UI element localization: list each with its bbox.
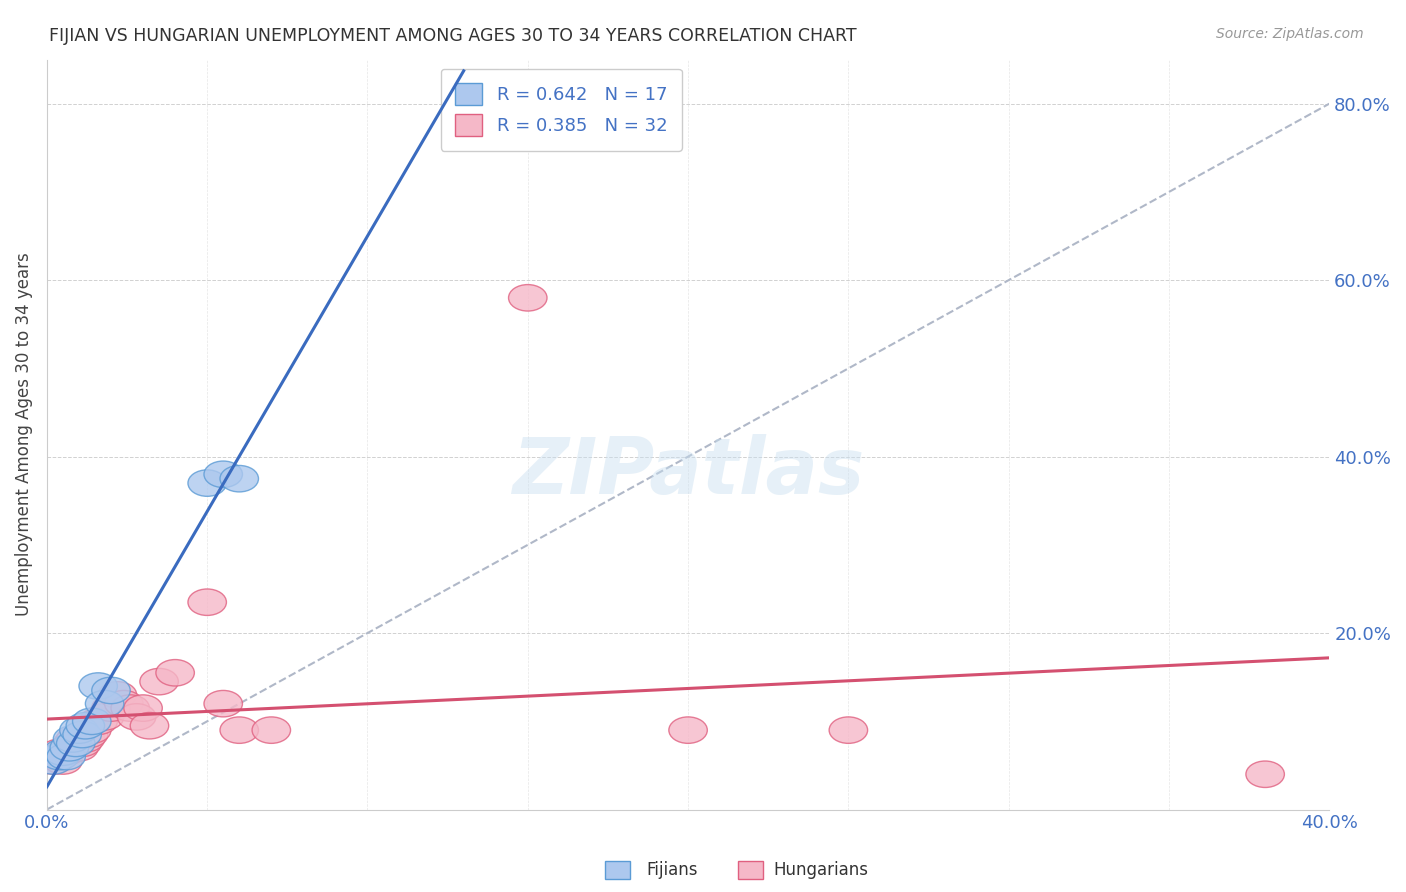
- Ellipse shape: [63, 722, 101, 747]
- Ellipse shape: [73, 708, 111, 734]
- Ellipse shape: [830, 717, 868, 743]
- Ellipse shape: [53, 731, 91, 756]
- Ellipse shape: [669, 717, 707, 743]
- Y-axis label: Unemployment Among Ages 30 to 34 years: Unemployment Among Ages 30 to 34 years: [15, 252, 32, 616]
- Ellipse shape: [139, 668, 179, 695]
- Ellipse shape: [56, 731, 96, 756]
- Ellipse shape: [124, 695, 162, 722]
- Ellipse shape: [46, 743, 86, 770]
- Ellipse shape: [73, 717, 111, 743]
- Ellipse shape: [79, 673, 118, 699]
- Ellipse shape: [56, 726, 96, 752]
- Ellipse shape: [66, 726, 104, 752]
- Text: Hungarians: Hungarians: [773, 861, 869, 879]
- Text: FIJIAN VS HUNGARIAN UNEMPLOYMENT AMONG AGES 30 TO 34 YEARS CORRELATION CHART: FIJIAN VS HUNGARIAN UNEMPLOYMENT AMONG A…: [49, 27, 856, 45]
- Text: Source: ZipAtlas.com: Source: ZipAtlas.com: [1216, 27, 1364, 41]
- Ellipse shape: [34, 747, 73, 774]
- Ellipse shape: [1246, 761, 1284, 788]
- Ellipse shape: [53, 726, 91, 752]
- Ellipse shape: [66, 713, 104, 739]
- Ellipse shape: [41, 739, 79, 765]
- Ellipse shape: [204, 690, 242, 717]
- Text: ZIPatlas: ZIPatlas: [512, 434, 865, 510]
- Ellipse shape: [188, 470, 226, 496]
- Ellipse shape: [51, 734, 89, 761]
- Ellipse shape: [118, 704, 156, 731]
- Ellipse shape: [59, 717, 98, 743]
- Ellipse shape: [51, 734, 89, 761]
- Ellipse shape: [46, 739, 86, 765]
- Ellipse shape: [252, 717, 291, 743]
- Ellipse shape: [219, 717, 259, 743]
- Ellipse shape: [34, 747, 73, 774]
- Ellipse shape: [38, 743, 76, 770]
- Ellipse shape: [63, 731, 101, 756]
- Ellipse shape: [41, 743, 79, 770]
- Ellipse shape: [86, 704, 124, 731]
- Ellipse shape: [91, 677, 131, 704]
- Ellipse shape: [98, 681, 136, 708]
- Ellipse shape: [111, 695, 149, 722]
- Ellipse shape: [69, 722, 108, 747]
- Ellipse shape: [91, 695, 131, 722]
- Ellipse shape: [79, 708, 118, 734]
- Ellipse shape: [509, 285, 547, 311]
- Ellipse shape: [188, 589, 226, 615]
- Ellipse shape: [131, 713, 169, 739]
- Legend: R = 0.642   N = 17, R = 0.385   N = 32: R = 0.642 N = 17, R = 0.385 N = 32: [440, 69, 682, 151]
- Ellipse shape: [104, 690, 143, 717]
- Ellipse shape: [44, 739, 82, 765]
- Ellipse shape: [86, 690, 124, 717]
- Ellipse shape: [44, 747, 82, 774]
- Ellipse shape: [219, 466, 259, 491]
- Ellipse shape: [59, 734, 98, 761]
- Ellipse shape: [204, 461, 242, 488]
- Text: Fijians: Fijians: [647, 861, 699, 879]
- Ellipse shape: [156, 659, 194, 686]
